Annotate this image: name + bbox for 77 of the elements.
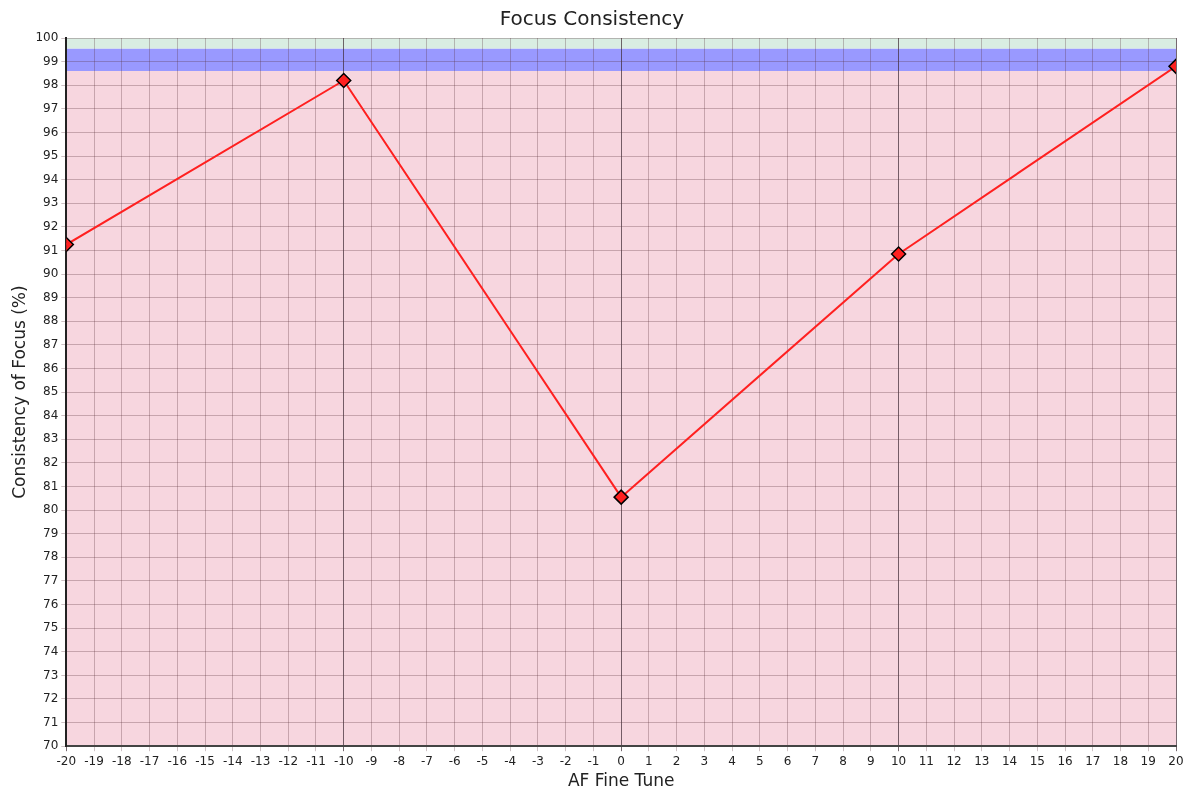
x-tick-label: -16 [167,753,188,768]
x-tick-label: -9 [365,753,378,768]
x-tick-label: -3 [531,753,544,768]
x-tick-label: -20 [56,753,77,768]
x-tick-label: -13 [250,753,271,768]
y-tick-label: 81 [43,478,59,493]
y-tick-label: 85 [43,384,59,399]
y-tick-label: 97 [43,100,59,115]
x-tick-label: 20 [1168,753,1184,768]
x-tick-label: -2 [559,753,572,768]
y-tick-label: 98 [43,77,59,92]
y-tick-label: 73 [43,667,59,682]
y-tick-label: 89 [43,289,59,304]
x-tick-label: 11 [918,753,934,768]
x-tick-label: 2 [672,753,681,768]
x-tick-label: 7 [811,753,820,768]
y-tick-label: 82 [43,455,59,470]
x-tick-label: -17 [139,753,160,768]
x-tick-label: 4 [728,753,736,768]
x-tick-label: 10 [890,753,907,768]
y-tick-label: 74 [43,643,59,658]
x-tick-label: -1 [587,753,600,768]
x-tick-label: -15 [195,753,215,768]
y-tick-label: 75 [43,620,59,635]
x-tick-label: -5 [476,753,489,768]
y-tick-label: 93 [43,195,59,210]
y-axis-title: Consistency of Focus (%) [8,285,29,499]
x-tick-label: -11 [306,753,326,768]
y-tick-label: 88 [43,313,59,328]
x-tick-label: 1 [645,753,653,768]
x-tick-label: 13 [974,753,990,768]
x-tick-label: 16 [1057,753,1073,768]
x-tick-label: 18 [1112,753,1129,768]
y-tick-label: 76 [43,596,59,611]
x-axis-title: AF Fine Tune [567,770,675,791]
y-tick-label: 80 [43,502,59,517]
point [890,246,907,262]
x-tick-label: -7 [420,753,433,768]
y-tick-label: 96 [43,124,59,139]
y-tick-label: 77 [43,573,59,588]
y-tick-label: 79 [43,525,59,540]
y-tick-label: 90 [43,266,59,281]
x-tick-label: 6 [783,753,792,768]
x-tick-label: 19 [1140,753,1156,768]
x-tick-label: -8 [393,753,406,768]
x-tick-label: 0 [617,753,625,768]
x-tick-label: -18 [111,753,132,768]
x-tick-label: -19 [84,753,104,768]
x-tick-label: 3 [700,753,709,768]
x-tick-label: 14 [1001,753,1018,768]
x-tick-label: 15 [1029,753,1045,768]
y-tick-label: 70 [43,738,59,753]
x-tick-label: -6 [448,753,461,768]
y-tick-label: 71 [43,714,59,729]
y-tick-label: 92 [43,218,59,233]
y-tick-label: 78 [43,549,59,564]
y-tick-label: 86 [43,360,59,375]
x-tick-label: 12 [946,753,962,768]
x-tick-label: -14 [222,753,243,768]
x-tick-label: -10 [333,753,354,768]
x-tick-label: 17 [1085,753,1101,768]
x-tick-label: 8 [839,753,847,768]
y-tick-label: 72 [43,691,59,706]
y-tick-label: 83 [43,431,59,446]
x-tick-label: -4 [504,753,517,768]
x-tick-label: 5 [756,753,764,768]
y-tick-label: 99 [43,53,59,68]
y-tick-label: 100 [35,30,59,45]
y-tick-label: 95 [43,148,59,163]
y-tick-label: 87 [43,337,59,352]
point [613,489,629,505]
x-tick-label: -12 [278,753,299,768]
x-tick-label: 9 [867,753,875,768]
y-tick-label: 91 [43,242,59,257]
y-tick-label: 84 [43,407,59,422]
y-tick-label: 94 [43,171,59,186]
chart-title: Focus Consistency [499,6,685,31]
